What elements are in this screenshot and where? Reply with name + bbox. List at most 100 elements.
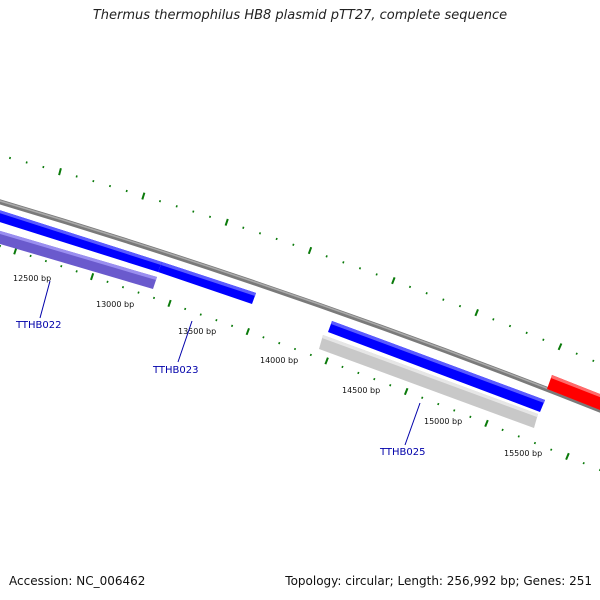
- gene-label-tthb025[interactable]: TTHB025: [379, 447, 426, 458]
- major-tick: [324, 357, 329, 365]
- minor-tick: [184, 307, 187, 311]
- minor-tick: [215, 318, 218, 322]
- minor-tick: [75, 270, 78, 273]
- position-label: 15500 bp: [504, 449, 542, 458]
- minor-tick: [293, 347, 297, 351]
- major-tick: [557, 343, 563, 351]
- summary-label: Topology: circular; Length: 256,992 bp; …: [285, 574, 592, 588]
- major-tick: [484, 419, 489, 427]
- minor-tick: [592, 359, 595, 363]
- map-title: Thermus thermophilus HB8 plasmid pTT27, …: [92, 8, 508, 23]
- minor-tick: [542, 338, 545, 341]
- minor-tick: [325, 255, 328, 258]
- minor-tick: [75, 175, 78, 178]
- major-tick: [565, 452, 570, 460]
- gene-bar-tthb023[interactable]: [158, 262, 256, 304]
- minor-tick: [158, 199, 162, 203]
- minor-tick: [375, 273, 378, 276]
- outer-tick-ring: [8, 156, 595, 363]
- major-tick: [13, 247, 18, 255]
- major-tick: [141, 192, 146, 200]
- minor-tick: [106, 280, 109, 284]
- minor-tick: [582, 461, 585, 465]
- minor-tick: [292, 243, 295, 246]
- minor-tick: [342, 261, 345, 264]
- minor-tick: [242, 226, 245, 229]
- minor-tick: [469, 415, 472, 419]
- minor-tick: [575, 352, 578, 355]
- minor-tick: [192, 210, 195, 213]
- minor-tick: [208, 215, 212, 219]
- major-tick: [403, 387, 409, 396]
- minor-tick: [508, 324, 512, 328]
- major-tick: [245, 327, 250, 336]
- minor-tick: [42, 165, 45, 169]
- backbone-highlight: [0, 200, 600, 410]
- minor-tick: [230, 324, 234, 328]
- minor-tick: [492, 318, 495, 321]
- gene-leader-line: [39, 280, 51, 319]
- minor-tick: [501, 428, 504, 432]
- minor-tick: [517, 435, 520, 438]
- minor-tick: [8, 156, 12, 160]
- gene-bar-grey[interactable]: [319, 335, 538, 428]
- inner-tick-ring: [0, 244, 600, 472]
- accession-label: Accession: NC_006462: [9, 574, 146, 588]
- minor-tick: [152, 296, 156, 300]
- gene-bar-red[interactable]: [547, 375, 600, 414]
- minor-tick: [44, 259, 47, 263]
- minor-tick: [92, 179, 95, 183]
- backbone-track: [0, 199, 600, 413]
- minor-tick: [309, 353, 312, 357]
- minor-tick: [437, 402, 440, 406]
- minor-tick: [458, 304, 462, 308]
- minor-tick: [60, 264, 63, 268]
- gene-bar-reverse[interactable]: [0, 228, 157, 289]
- gene-bar-tthb022[interactable]: [0, 207, 162, 272]
- minor-tick: [533, 441, 537, 445]
- minor-tick: [108, 184, 112, 188]
- minor-tick: [199, 313, 202, 316]
- position-label: 14500 bp: [342, 386, 380, 395]
- minor-tick: [137, 291, 140, 294]
- minor-tick: [341, 365, 344, 369]
- major-tick: [391, 277, 396, 285]
- gene-bar-tthb025[interactable]: [328, 321, 545, 412]
- minor-tick: [442, 298, 445, 301]
- minor-tick: [258, 232, 262, 235]
- minor-tick: [121, 285, 125, 289]
- minor-tick: [358, 267, 362, 270]
- minor-tick: [525, 331, 528, 335]
- minor-tick: [275, 237, 278, 241]
- gene-leader-line: [177, 320, 193, 363]
- position-label: 12500 bp: [13, 274, 51, 283]
- minor-tick: [278, 341, 281, 345]
- minor-tick: [25, 161, 28, 164]
- minor-tick: [408, 285, 412, 289]
- position-label: 13000 bp: [96, 300, 134, 309]
- minor-tick: [389, 384, 392, 387]
- minor-tick: [357, 371, 360, 375]
- minor-tick: [125, 189, 128, 193]
- minor-tick: [421, 396, 424, 400]
- position-label: 13500 bp: [178, 327, 216, 336]
- gene-label-tthb022[interactable]: TTHB022: [15, 320, 62, 331]
- minor-tick: [550, 448, 553, 451]
- minor-tick: [425, 292, 428, 295]
- position-label: 15000 bp: [424, 417, 462, 426]
- minor-tick: [373, 377, 376, 381]
- major-tick: [167, 299, 172, 308]
- minor-tick: [29, 254, 32, 258]
- minor-tick: [262, 336, 265, 339]
- minor-tick: [175, 205, 178, 208]
- gene-leader-line: [404, 402, 421, 446]
- gene-label-tthb023[interactable]: TTHB023: [152, 365, 199, 376]
- major-tick: [58, 168, 62, 176]
- minor-tick: [453, 409, 456, 412]
- major-tick: [307, 246, 313, 255]
- major-tick: [474, 309, 479, 317]
- major-tick: [224, 218, 229, 226]
- position-label: 14000 bp: [260, 356, 298, 365]
- major-tick: [90, 272, 95, 281]
